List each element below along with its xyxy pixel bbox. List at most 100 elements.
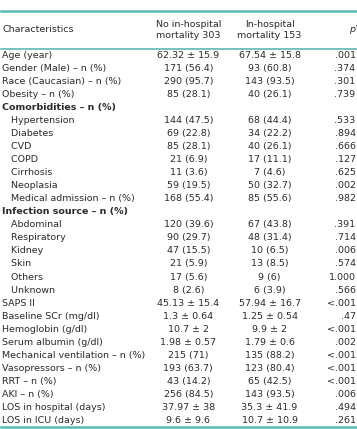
Text: Characteristics: Characteristics xyxy=(2,25,74,34)
Text: 65 (42.5): 65 (42.5) xyxy=(248,377,291,386)
Text: 50 (32.7): 50 (32.7) xyxy=(248,181,291,190)
Text: .494: .494 xyxy=(335,403,356,412)
Text: 90 (29.7): 90 (29.7) xyxy=(167,233,210,242)
Text: Abdominal: Abdominal xyxy=(2,221,62,230)
Text: .533: .533 xyxy=(334,116,356,125)
Text: 144 (47.5): 144 (47.5) xyxy=(164,116,213,125)
Text: .894: .894 xyxy=(335,129,356,138)
Text: .006: .006 xyxy=(335,247,356,255)
Text: Gender (Male) – n (%): Gender (Male) – n (%) xyxy=(2,64,107,73)
Text: 256 (84.5): 256 (84.5) xyxy=(164,390,213,399)
Text: Hemoglobin (g/dl): Hemoglobin (g/dl) xyxy=(2,325,88,334)
Text: AKI – n (%): AKI – n (%) xyxy=(2,390,54,399)
Text: 120 (39.6): 120 (39.6) xyxy=(164,221,213,230)
Text: 9.9 ± 2: 9.9 ± 2 xyxy=(252,325,287,334)
Text: Comorbidities – n (%): Comorbidities – n (%) xyxy=(2,103,116,112)
Text: 7 (4.6): 7 (4.6) xyxy=(254,168,285,177)
Text: 48 (31.4): 48 (31.4) xyxy=(248,233,291,242)
Text: Diabetes: Diabetes xyxy=(2,129,54,138)
Text: 171 (56.4): 171 (56.4) xyxy=(164,64,213,73)
Text: LOS in ICU (days): LOS in ICU (days) xyxy=(2,416,85,425)
Text: Kidney: Kidney xyxy=(2,247,44,255)
Text: 1.25 ± 0.54: 1.25 ± 0.54 xyxy=(242,311,297,320)
Text: .574: .574 xyxy=(335,260,356,269)
Text: .47: .47 xyxy=(341,311,356,320)
Text: Cirrhosis: Cirrhosis xyxy=(2,168,53,177)
Text: 1.000: 1.000 xyxy=(328,272,356,281)
Text: 9 (6): 9 (6) xyxy=(258,272,281,281)
Text: 21 (5.9): 21 (5.9) xyxy=(170,260,207,269)
Text: 45.13 ± 15.4: 45.13 ± 15.4 xyxy=(157,299,220,308)
Text: RRT – n (%): RRT – n (%) xyxy=(2,377,57,386)
Text: .666: .666 xyxy=(335,142,356,151)
Text: .566: .566 xyxy=(335,286,356,295)
Text: 168 (55.4): 168 (55.4) xyxy=(164,194,213,203)
Text: <.001: <.001 xyxy=(327,377,356,386)
Text: 17 (5.6): 17 (5.6) xyxy=(170,272,207,281)
Text: 17 (11.1): 17 (11.1) xyxy=(248,155,291,164)
Text: 40 (26.1): 40 (26.1) xyxy=(248,142,291,151)
Text: .001: .001 xyxy=(335,51,356,60)
Text: CVD: CVD xyxy=(2,142,32,151)
Text: 193 (63.7): 193 (63.7) xyxy=(164,364,213,373)
Text: 43 (14.2): 43 (14.2) xyxy=(166,377,210,386)
Text: 290 (95.7): 290 (95.7) xyxy=(164,77,213,86)
Text: 1.98 ± 0.57: 1.98 ± 0.57 xyxy=(160,338,216,347)
Text: SAPS II: SAPS II xyxy=(2,299,35,308)
Text: .374: .374 xyxy=(335,64,356,73)
Text: 67.54 ± 15.8: 67.54 ± 15.8 xyxy=(238,51,301,60)
Text: .625: .625 xyxy=(335,168,356,177)
Text: No in-hospital
mortality 303: No in-hospital mortality 303 xyxy=(156,20,221,40)
Text: Infection source – n (%): Infection source – n (%) xyxy=(2,207,129,216)
Text: 1.3 ± 0.64: 1.3 ± 0.64 xyxy=(163,311,213,320)
Text: Value: Value xyxy=(353,25,357,34)
Text: Baseline SCr (mg/dl): Baseline SCr (mg/dl) xyxy=(2,311,100,320)
Text: Skin: Skin xyxy=(2,260,32,269)
Text: 35.3 ± 41.9: 35.3 ± 41.9 xyxy=(241,403,298,412)
Text: 13 (8.5): 13 (8.5) xyxy=(251,260,288,269)
Text: 8 (2.6): 8 (2.6) xyxy=(172,286,204,295)
Text: 215 (71): 215 (71) xyxy=(168,350,208,360)
Text: .739: .739 xyxy=(335,90,356,99)
Text: 68 (44.4): 68 (44.4) xyxy=(248,116,291,125)
Text: 135 (88.2): 135 (88.2) xyxy=(245,350,295,360)
Text: 21 (6.9): 21 (6.9) xyxy=(170,155,207,164)
Text: 143 (93.5): 143 (93.5) xyxy=(245,77,295,86)
Text: Obesity – n (%): Obesity – n (%) xyxy=(2,90,75,99)
Text: p: p xyxy=(349,25,355,34)
Text: COPD: COPD xyxy=(2,155,39,164)
Text: 6 (3.9): 6 (3.9) xyxy=(254,286,285,295)
Text: 85 (28.1): 85 (28.1) xyxy=(167,142,210,151)
Text: Others: Others xyxy=(2,272,44,281)
Text: Neoplasia: Neoplasia xyxy=(2,181,58,190)
Text: Unknown: Unknown xyxy=(2,286,55,295)
Text: 11 (3.6): 11 (3.6) xyxy=(170,168,207,177)
Text: .982: .982 xyxy=(335,194,356,203)
Text: .002: .002 xyxy=(335,338,356,347)
Text: 10.7 ± 10.9: 10.7 ± 10.9 xyxy=(242,416,297,425)
Text: 47 (15.5): 47 (15.5) xyxy=(167,247,210,255)
Text: 57.94 ± 16.7: 57.94 ± 16.7 xyxy=(238,299,301,308)
Text: 143 (93.5): 143 (93.5) xyxy=(245,390,295,399)
Text: .002: .002 xyxy=(335,181,356,190)
Text: 10.7 ± 2: 10.7 ± 2 xyxy=(168,325,209,334)
Text: Vasopressors – n (%): Vasopressors – n (%) xyxy=(2,364,101,373)
Text: <.001: <.001 xyxy=(327,350,356,360)
Text: <.001: <.001 xyxy=(327,299,356,308)
Text: .301: .301 xyxy=(335,77,356,86)
Text: 59 (19.5): 59 (19.5) xyxy=(167,181,210,190)
Text: Medical admission – n (%): Medical admission – n (%) xyxy=(2,194,135,203)
Text: .714: .714 xyxy=(335,233,356,242)
Text: .391: .391 xyxy=(335,221,356,230)
Text: 62.32 ± 15.9: 62.32 ± 15.9 xyxy=(157,51,220,60)
Text: Age (year): Age (year) xyxy=(2,51,53,60)
Text: <.001: <.001 xyxy=(327,364,356,373)
Text: .127: .127 xyxy=(335,155,356,164)
Text: 123 (80.4): 123 (80.4) xyxy=(245,364,295,373)
Text: 37.97 ± 38: 37.97 ± 38 xyxy=(162,403,215,412)
Text: Mechanical ventilation – n (%): Mechanical ventilation – n (%) xyxy=(2,350,146,360)
Text: 67 (43.8): 67 (43.8) xyxy=(248,221,291,230)
Text: Respiratory: Respiratory xyxy=(2,233,66,242)
Text: <.001: <.001 xyxy=(327,325,356,334)
Text: 40 (26.1): 40 (26.1) xyxy=(248,90,291,99)
